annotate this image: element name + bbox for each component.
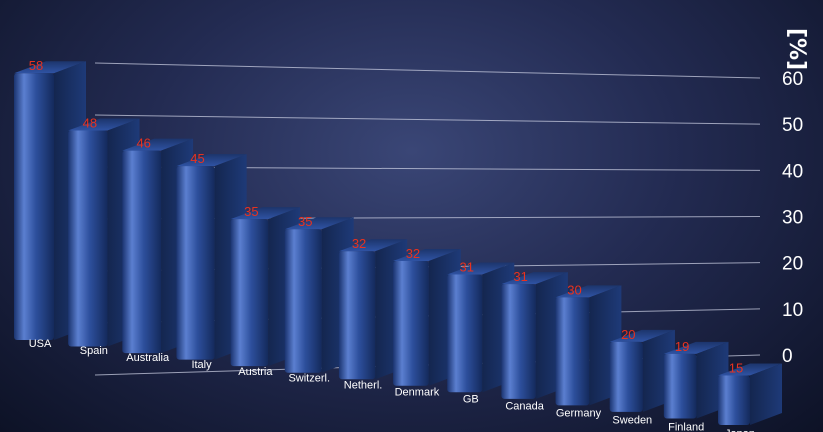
bar-top: [501, 272, 568, 285]
category-label: GB: [463, 394, 479, 406]
category-label: Japan: [725, 428, 755, 432]
grid-line: [94, 114, 761, 125]
y-tick-label: 20: [782, 254, 803, 275]
value-label: 32: [352, 236, 366, 251]
bar-front: [663, 353, 697, 419]
category-label: Canada: [505, 400, 544, 412]
bar-front: [393, 260, 429, 386]
bar-top: [176, 154, 247, 167]
category-label: Australia: [126, 352, 170, 364]
value-label: 46: [136, 136, 150, 151]
bar-top: [609, 329, 675, 342]
value-label: 48: [83, 116, 97, 131]
bar-top: [68, 118, 140, 131]
bar-front: [176, 166, 215, 360]
category-label: Austria: [238, 366, 273, 378]
value-label: 31: [460, 260, 474, 275]
bar-top: [663, 341, 729, 354]
bar-top: [718, 363, 782, 376]
category-label: Germany: [556, 407, 602, 419]
value-label: 45: [190, 151, 204, 166]
bar-top: [393, 248, 461, 261]
labels: 0 10 20 30 40 50 60 58 USA 48 Spain 46 Australia 45 It…: [29, 58, 803, 432]
category-label: Switzerl.: [288, 373, 330, 385]
category-label: USA: [29, 338, 52, 350]
bar-top: [284, 217, 354, 230]
bar-top: [230, 207, 301, 220]
category-label: Sweden: [612, 414, 652, 426]
value-label: 32: [406, 246, 420, 261]
value-label: 30: [567, 282, 581, 297]
bar-side: [750, 363, 782, 425]
y-tick-label: 60: [782, 69, 803, 90]
value-label: 20: [621, 327, 635, 342]
bars: [14, 61, 782, 425]
bar-front: [338, 251, 376, 380]
y-tick-label: 30: [782, 208, 803, 229]
bar-Finland: [663, 341, 729, 419]
y-tick-label: 50: [782, 115, 803, 136]
y-tick-label: 40: [782, 161, 803, 182]
bar-front: [122, 150, 162, 354]
bar-front: [501, 284, 536, 399]
value-label: 15: [729, 361, 743, 376]
value-label: 58: [29, 58, 43, 73]
bar-top: [122, 138, 194, 151]
category-label: Denmark: [395, 387, 440, 399]
category-label: Spain: [80, 345, 108, 357]
y-tick-label: 0: [782, 346, 793, 367]
bar-top: [447, 262, 515, 275]
value-label: 35: [244, 204, 258, 219]
bar-front: [718, 375, 750, 425]
value-label: 35: [298, 214, 312, 229]
grid-line: [94, 62, 761, 79]
value-label: 19: [675, 339, 689, 354]
bar-Germany: [555, 285, 622, 406]
bar-Japan: [718, 363, 782, 425]
bar-front: [284, 229, 322, 373]
y-axis-unit-label: [%]: [784, 28, 809, 70]
category-label: Netherl.: [344, 380, 383, 392]
bar-top: [14, 61, 86, 74]
bar-front: [447, 274, 483, 393]
category-label: Italy: [191, 359, 212, 371]
bar-top: [338, 239, 408, 252]
y-tick-label: 10: [782, 300, 803, 321]
bar-front: [230, 219, 269, 367]
category-label: Finland: [668, 421, 704, 432]
bar-top: [555, 285, 622, 298]
bar-front: [609, 341, 643, 412]
value-label: 31: [513, 269, 527, 284]
bar-front: [68, 130, 108, 347]
bar-front: [555, 297, 590, 406]
bar-front: [14, 73, 54, 340]
